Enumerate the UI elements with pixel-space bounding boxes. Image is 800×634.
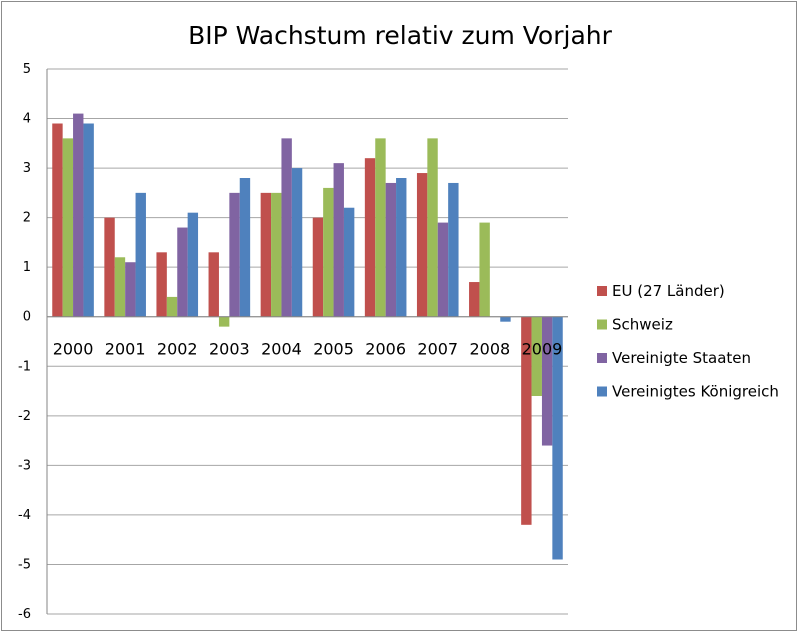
legend-label: Vereinigte Staaten: [612, 349, 751, 367]
bar: [281, 138, 292, 317]
x-category-label: 2008: [469, 340, 510, 359]
bar: [156, 252, 167, 317]
y-tick-label: 1: [23, 260, 31, 275]
x-category-label: 2001: [105, 340, 146, 359]
y-tick-label: 2: [23, 211, 31, 226]
bar: [343, 207, 355, 317]
y-tick-label: -3: [18, 458, 31, 473]
x-category-label: 2003: [209, 340, 250, 359]
bar: [312, 217, 324, 317]
bar: [333, 163, 344, 317]
bar: [291, 168, 303, 317]
y-tick-label: 3: [23, 161, 31, 176]
legend: EU (27 Länder) Schweiz Vereinigte Staaten V…: [597, 282, 779, 401]
bar: [62, 138, 74, 317]
bar: [52, 123, 63, 317]
x-category-label: 2006: [365, 340, 406, 359]
x-category-label: 2007: [417, 340, 458, 359]
bar: [104, 217, 115, 317]
x-category-label: 2005: [313, 340, 354, 359]
bar: [208, 252, 219, 317]
legend-swatch: [597, 353, 607, 363]
bar: [166, 296, 178, 317]
legend-label: EU (27 Länder): [612, 282, 725, 300]
bar: [531, 316, 542, 396]
x-category-label: 2002: [157, 340, 198, 359]
y-tick-label: -2: [18, 409, 31, 424]
bar: [271, 192, 282, 317]
bar: [427, 138, 438, 317]
bar: [375, 138, 386, 317]
bars: [52, 113, 563, 560]
bar: [469, 282, 480, 317]
legend-label: Vereinigtes Königreich: [612, 383, 779, 401]
bar: [552, 316, 563, 560]
bar: [187, 212, 199, 317]
bar: [416, 173, 428, 317]
bar: [229, 192, 240, 317]
bar: [114, 257, 126, 317]
axes: 5 4 3 2 1 0 -1 -2 -3 -4 -5 -6 2000 2001 2002 2003 2004 20…: [18, 62, 568, 622]
bar: [541, 316, 553, 446]
bar: [479, 222, 490, 317]
bar: [239, 178, 251, 317]
bar: [385, 182, 397, 317]
bar: [521, 316, 532, 525]
bar: [437, 222, 449, 317]
x-category-label: 2009: [522, 340, 563, 359]
y-tick-label: 5: [23, 62, 31, 77]
y-tick-label: -6: [18, 607, 31, 622]
legend-label: Schweiz: [612, 316, 673, 334]
bar: [218, 316, 230, 327]
legend-swatch: [597, 286, 607, 296]
legend-swatch: [597, 319, 607, 330]
y-tick-label: 0: [23, 310, 31, 325]
bar: [396, 178, 407, 317]
bar: [323, 187, 334, 317]
bar: [448, 182, 459, 317]
bar: [364, 158, 376, 317]
bar: [260, 192, 272, 317]
y-tick-label: -4: [18, 508, 31, 523]
legend-swatch: [597, 386, 607, 397]
bar: [177, 227, 188, 317]
y-tick-label: 4: [23, 112, 31, 127]
y-tick-label: -5: [18, 557, 31, 572]
chart-title: BIP Wachstum relativ zum Vorjahr: [188, 21, 613, 50]
bar: [73, 113, 84, 317]
x-category-label: 2000: [53, 340, 94, 359]
bar: [500, 316, 511, 322]
y-tick-label: -1: [18, 359, 31, 374]
bar: [125, 262, 136, 317]
x-category-label: 2004: [261, 340, 302, 359]
bar: [83, 123, 94, 317]
bar: [135, 192, 146, 317]
